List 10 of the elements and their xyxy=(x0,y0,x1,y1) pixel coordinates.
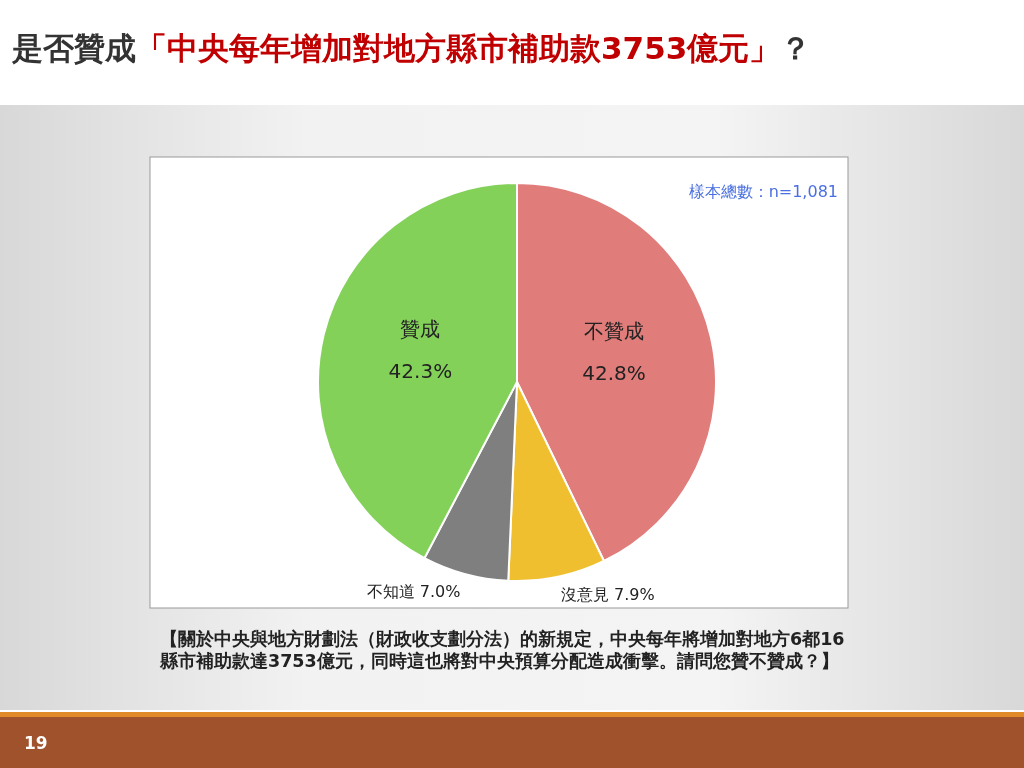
slice-label: 沒意見 7.9% xyxy=(561,585,655,605)
slice-label: 贊成 xyxy=(400,317,441,342)
data-label: 42.8% xyxy=(582,360,646,385)
text: 【關於中央與地方財劃法（財政收支劃分法）的新規定，中央每年將增加對地方6都16縣市補助款達3753億元，同時這也將對中央預算分配造成衝擊。請問您贊不贊成？】 xyxy=(160,628,846,672)
text: 19 xyxy=(24,733,48,753)
chart-title: 是否贊成「中央每年增加對地方縣市補助款3753億元」？ xyxy=(12,29,812,68)
slice-label: 不贊成 xyxy=(583,318,644,343)
slice-label: 不知道 7.0% xyxy=(366,582,461,602)
data-label: 42.3% xyxy=(388,359,453,384)
text: 樣本總數：n=1,081 xyxy=(688,182,838,201)
